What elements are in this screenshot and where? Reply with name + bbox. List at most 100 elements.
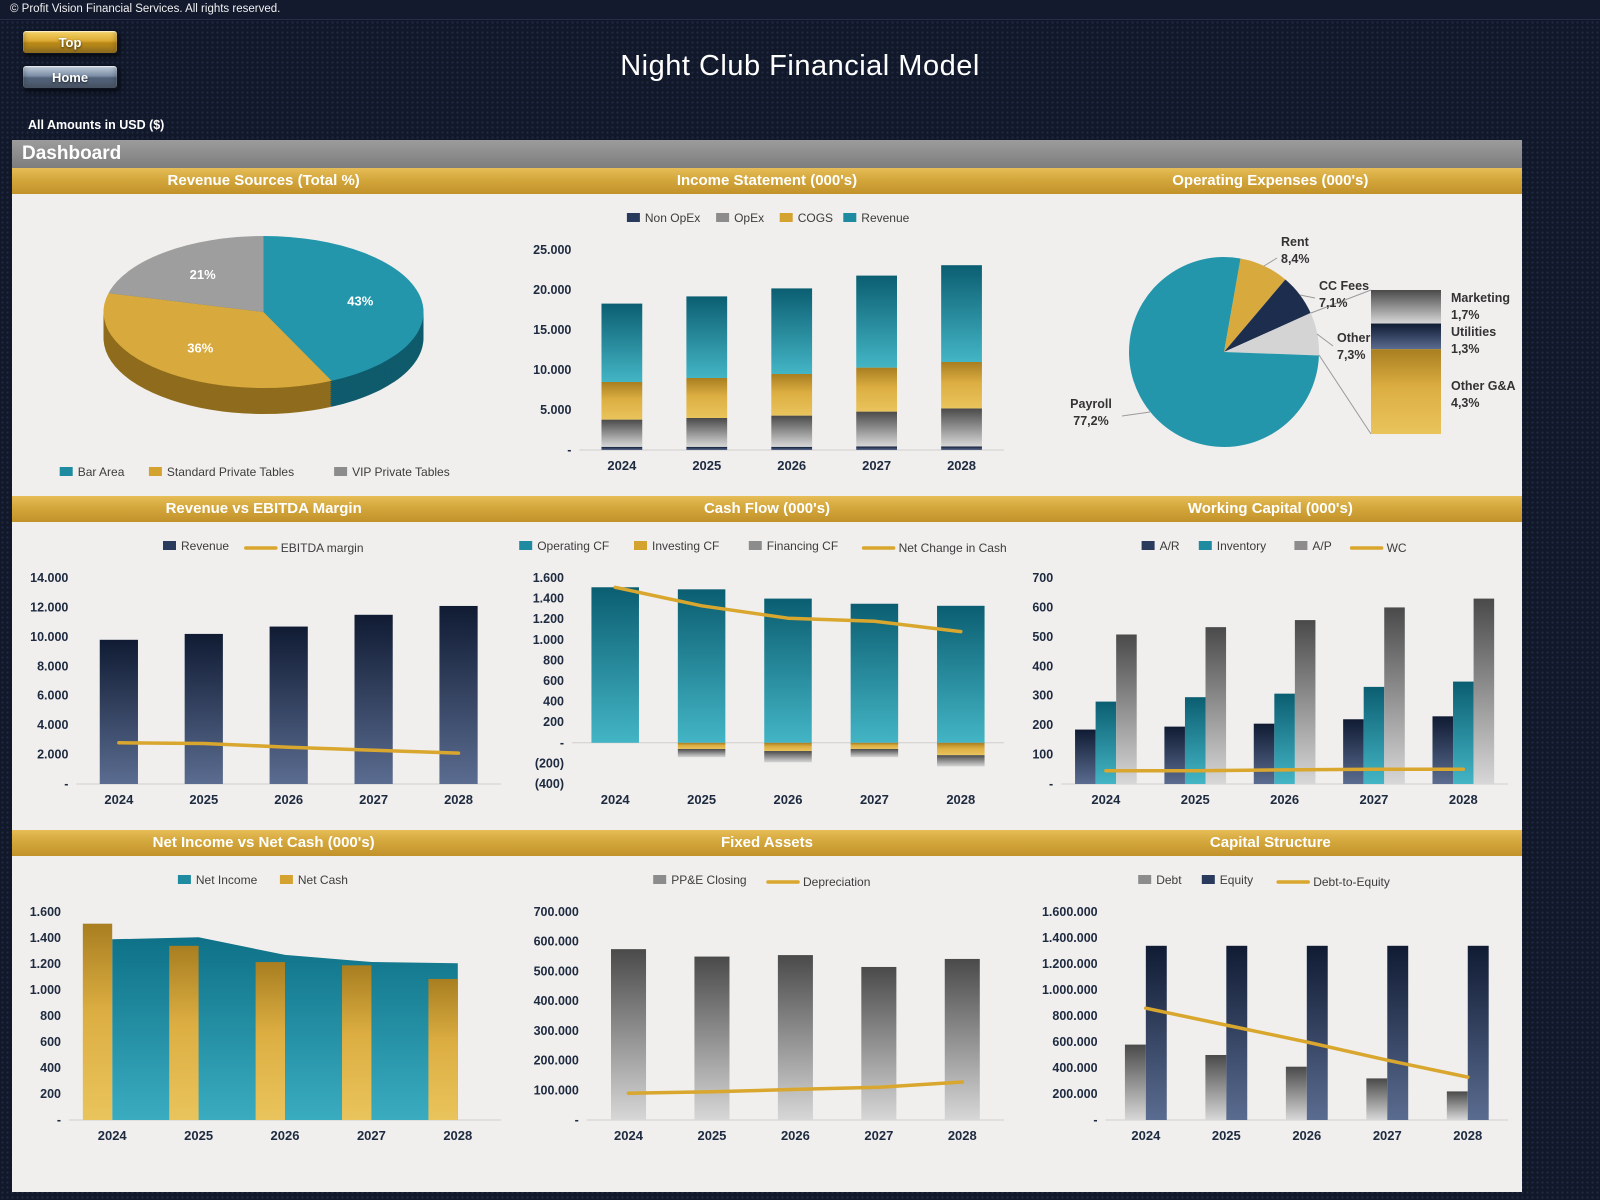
home-button[interactable]: Home bbox=[22, 65, 118, 89]
svg-text:1.000.000: 1.000.000 bbox=[1042, 983, 1098, 997]
svg-text:800: 800 bbox=[543, 653, 564, 667]
copyright-text: © Profit Vision Financial Services. All … bbox=[10, 3, 281, 15]
svg-text:300.000: 300.000 bbox=[534, 1024, 579, 1038]
charts-row-1: 43% 36% 21% Bar Area Standard Private Tables… bbox=[12, 194, 1522, 496]
svg-text:EBITDA margin: EBITDA margin bbox=[281, 541, 364, 555]
svg-text:1.200: 1.200 bbox=[30, 957, 61, 971]
svg-text:1.000: 1.000 bbox=[533, 633, 564, 647]
svg-text:10.000: 10.000 bbox=[533, 363, 571, 377]
svg-text:2.000: 2.000 bbox=[37, 748, 68, 762]
svg-text:2027: 2027 bbox=[865, 1128, 894, 1143]
svg-text:2024: 2024 bbox=[601, 792, 631, 807]
svg-text:77,2%: 77,2% bbox=[1073, 414, 1108, 428]
svg-text:700.000: 700.000 bbox=[534, 905, 579, 919]
cash_flow-svg: 1.600 1.400 1.200 1.000 800 600 400 200 - (200) (4… bbox=[519, 539, 1007, 807]
svg-text:800.000: 800.000 bbox=[1052, 1009, 1097, 1023]
svg-text:-: - bbox=[568, 443, 572, 457]
net-income-net-cash-chart: 1.600 1.400 1.200 1.000 800 600 400 200 - 2024 202… bbox=[12, 856, 515, 1182]
section-title-revenue-sources: Revenue Sources (Total %) bbox=[167, 172, 360, 189]
svg-text:1.600: 1.600 bbox=[30, 905, 61, 919]
svg-text:2027: 2027 bbox=[1372, 1128, 1401, 1143]
svg-text:1.600: 1.600 bbox=[533, 571, 564, 585]
section-title-operating-expenses: Operating Expenses (000's) bbox=[1172, 172, 1369, 189]
svg-text:400.000: 400.000 bbox=[1052, 1061, 1097, 1075]
svg-text:400: 400 bbox=[543, 695, 564, 709]
svg-text:1.200: 1.200 bbox=[533, 612, 564, 626]
svg-text:Payroll: Payroll bbox=[1070, 397, 1112, 411]
operating_expenses-svg: Rent 8,4% CC Fees 7,1% Other 7,3% Payroll 77,2%… bbox=[1070, 235, 1516, 447]
svg-text:36%: 36% bbox=[187, 340, 213, 355]
svg-text:5.000: 5.000 bbox=[540, 403, 571, 417]
working-capital-chart: 700 600 500 400 300 200 100 - 2024 2025 2026 2027 20… bbox=[1019, 522, 1522, 830]
svg-text:2028: 2028 bbox=[947, 458, 976, 473]
svg-text:14.000: 14.000 bbox=[30, 571, 68, 585]
svg-text:Marketing: Marketing bbox=[1451, 291, 1510, 305]
section-band-row1: Revenue Sources (Total %) Income Stateme… bbox=[12, 168, 1522, 194]
svg-text:2027: 2027 bbox=[359, 792, 388, 807]
section-title-cash-flow: Cash Flow (000's) bbox=[703, 500, 831, 517]
copyright-bar: © Profit Vision Financial Services. All … bbox=[0, 0, 1600, 20]
svg-text:600: 600 bbox=[543, 674, 564, 688]
svg-text:2024: 2024 bbox=[1131, 1128, 1161, 1143]
svg-text:-: - bbox=[57, 1113, 61, 1127]
svg-text:1,3%: 1,3% bbox=[1451, 342, 1480, 356]
section-title-income-statement: Income Statement (000's) bbox=[676, 172, 858, 189]
svg-text:-: - bbox=[1093, 1113, 1097, 1127]
svg-text:2028: 2028 bbox=[1449, 792, 1478, 807]
svg-text:Other G&A: Other G&A bbox=[1451, 379, 1516, 393]
svg-text:2026: 2026 bbox=[1292, 1128, 1321, 1143]
charts-row-3: 1.600 1.400 1.200 1.000 800 600 400 200 - 2024 202… bbox=[12, 856, 1522, 1182]
svg-text:2024: 2024 bbox=[608, 458, 638, 473]
svg-text:8,4%: 8,4% bbox=[1281, 252, 1310, 266]
svg-text:200.000: 200.000 bbox=[1052, 1087, 1097, 1101]
svg-text:2025: 2025 bbox=[184, 1128, 213, 1143]
svg-text:Utilities: Utilities bbox=[1451, 325, 1496, 339]
svg-text:2027: 2027 bbox=[860, 792, 889, 807]
svg-text:2025: 2025 bbox=[693, 458, 722, 473]
svg-text:Net Income: Net Income bbox=[196, 873, 258, 887]
net_income_net_cash-svg: 1.600 1.400 1.200 1.000 800 600 400 200 - 2024 202… bbox=[30, 873, 501, 1143]
svg-text:Equity: Equity bbox=[1219, 873, 1252, 887]
svg-text:2025: 2025 bbox=[698, 1128, 727, 1143]
svg-text:2024: 2024 bbox=[614, 1128, 644, 1143]
svg-text:2025: 2025 bbox=[687, 792, 716, 807]
svg-text:500.000: 500.000 bbox=[534, 964, 579, 978]
fixed-assets-chart: 700.000 600.000 500.000 400.000 300.000 200.0… bbox=[515, 856, 1018, 1182]
svg-text:2028: 2028 bbox=[947, 792, 976, 807]
svg-text:2026: 2026 bbox=[774, 792, 803, 807]
svg-text:25.000: 25.000 bbox=[533, 243, 571, 257]
svg-text:8.000: 8.000 bbox=[37, 659, 68, 673]
svg-text:500: 500 bbox=[1032, 630, 1053, 644]
svg-text:6.000: 6.000 bbox=[37, 689, 68, 703]
svg-text:2027: 2027 bbox=[357, 1128, 386, 1143]
svg-text:2025: 2025 bbox=[1180, 792, 1209, 807]
svg-text:Financing CF: Financing CF bbox=[767, 539, 838, 553]
svg-text:1.000: 1.000 bbox=[30, 983, 61, 997]
svg-text:Non OpEx: Non OpEx bbox=[645, 211, 700, 225]
operating-expenses-chart: Rent 8,4% CC Fees 7,1% Other 7,3% Payroll 77,2%… bbox=[1019, 194, 1522, 496]
top-button[interactable]: Top bbox=[22, 30, 118, 54]
working_capital-svg: 700 600 500 400 300 200 100 - 2024 2025 2026 2027 20… bbox=[1032, 539, 1508, 807]
svg-text:2025: 2025 bbox=[1212, 1128, 1241, 1143]
svg-text:A/P: A/P bbox=[1312, 539, 1331, 553]
svg-text:43%: 43% bbox=[347, 294, 373, 309]
svg-text:Other: Other bbox=[1337, 331, 1370, 345]
svg-text:200: 200 bbox=[1032, 718, 1053, 732]
income-statement-chart: 25.000 20.000 15.000 10.000 5.000 - 2024 2025 20… bbox=[515, 194, 1018, 496]
svg-text:Net Change in Cash: Net Change in Cash bbox=[899, 541, 1007, 555]
nav-buttons: Top Home bbox=[22, 30, 118, 100]
svg-text:2025: 2025 bbox=[189, 792, 218, 807]
svg-text:2026: 2026 bbox=[271, 1128, 300, 1143]
svg-text:100: 100 bbox=[1032, 748, 1053, 762]
svg-text:2027: 2027 bbox=[862, 458, 891, 473]
svg-text:400: 400 bbox=[40, 1061, 61, 1075]
svg-text:Revenue: Revenue bbox=[862, 211, 910, 225]
app-header: Top Home Night Club Financial Model bbox=[0, 20, 1600, 118]
amounts-note: All Amounts in USD ($) bbox=[28, 118, 165, 132]
svg-text:Bar Area: Bar Area bbox=[78, 465, 125, 479]
svg-text:Investing CF: Investing CF bbox=[652, 539, 719, 553]
svg-text:WC: WC bbox=[1386, 541, 1406, 555]
svg-text:OpEx: OpEx bbox=[734, 211, 764, 225]
income_statement-svg: 25.000 20.000 15.000 10.000 5.000 - 2024 2025 20… bbox=[533, 211, 1005, 473]
svg-text:Debt: Debt bbox=[1156, 873, 1182, 887]
